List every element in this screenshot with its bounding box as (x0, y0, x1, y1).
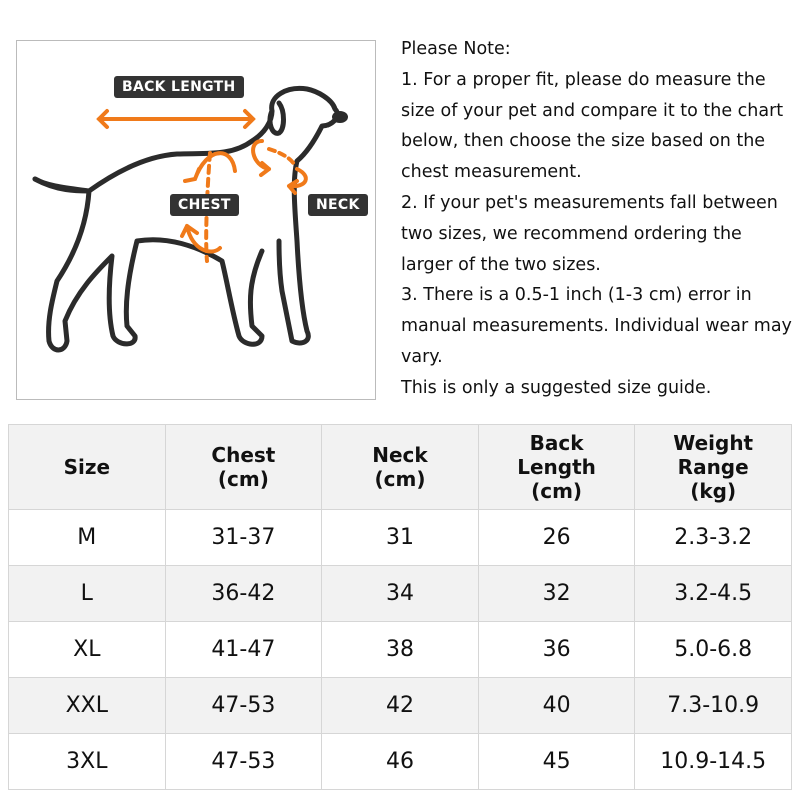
table-row: M 31-37 31 26 2.3-3.2 (8, 509, 792, 566)
cell-back-length: 36 (477, 621, 636, 678)
header-size: Size (8, 424, 166, 510)
cell-back-length: 45 (477, 733, 636, 790)
header-chest: Chest (cm) (164, 424, 323, 510)
cell-neck: 38 (321, 621, 479, 678)
dog-measurement-diagram: BACK LENGTH CHEST NECK (16, 40, 376, 400)
table-row: 3XL 47-53 46 45 10.9-14.5 (8, 733, 792, 790)
table-row: XXL 47-53 42 40 7.3-10.9 (8, 677, 792, 734)
cell-neck: 46 (321, 733, 479, 790)
cell-weight-range: 2.3-3.2 (634, 509, 792, 566)
cell-size: XL (8, 621, 166, 678)
cell-weight-range: 10.9-14.5 (634, 733, 792, 790)
note-heading: Please Note: (401, 39, 511, 59)
cell-chest: 36-42 (164, 565, 323, 622)
cell-back-length: 32 (477, 565, 636, 622)
cell-chest: 31-37 (164, 509, 323, 566)
cell-weight-range: 5.0-6.8 (634, 621, 792, 678)
cell-neck: 34 (321, 565, 479, 622)
chest-label: CHEST (170, 194, 239, 216)
cell-size: 3XL (8, 733, 166, 790)
table-row: XL 41-47 38 36 5.0-6.8 (8, 621, 792, 678)
dog-outline-icon (32, 85, 348, 353)
cell-size: M (8, 509, 166, 566)
cell-chest: 41-47 (164, 621, 323, 678)
note-item: 3. There is a 0.5-1 inch (1-3 cm) error … (401, 285, 792, 367)
cell-size: XXL (8, 677, 166, 734)
back-length-label: BACK LENGTH (114, 76, 244, 98)
cell-neck: 31 (321, 509, 479, 566)
cell-back-length: 26 (477, 509, 636, 566)
header-back-length: Back Length (cm) (477, 424, 636, 510)
neck-label: NECK (308, 194, 368, 216)
cell-back-length: 40 (477, 677, 636, 734)
note-item: 2. If your pet's measurements fall betwe… (401, 192, 778, 275)
size-chart-table: Size Chest (cm) Neck (cm) Back Length (cm) W… (8, 424, 792, 790)
note-footer: This is only a suggested size guide. (401, 377, 712, 398)
cell-weight-range: 7.3-10.9 (634, 677, 792, 734)
header-weight-range: Weight Range (kg) (634, 424, 792, 510)
cell-weight-range: 3.2-4.5 (634, 565, 792, 622)
header-neck: Neck (cm) (321, 424, 479, 510)
note-item: 1. For a proper fit, please do measure t… (401, 69, 784, 183)
size-note: Please Note: 1. For a proper fit, please… (401, 34, 796, 404)
back-length-arrow-icon (96, 109, 256, 129)
table-row: L 36-42 34 32 3.2-4.5 (8, 565, 792, 622)
cell-chest: 47-53 (164, 733, 323, 790)
cell-chest: 47-53 (164, 677, 323, 734)
cell-size: L (8, 565, 166, 622)
table-header-row: Size Chest (cm) Neck (cm) Back Length (cm) W… (8, 424, 792, 510)
cell-neck: 42 (321, 677, 479, 734)
